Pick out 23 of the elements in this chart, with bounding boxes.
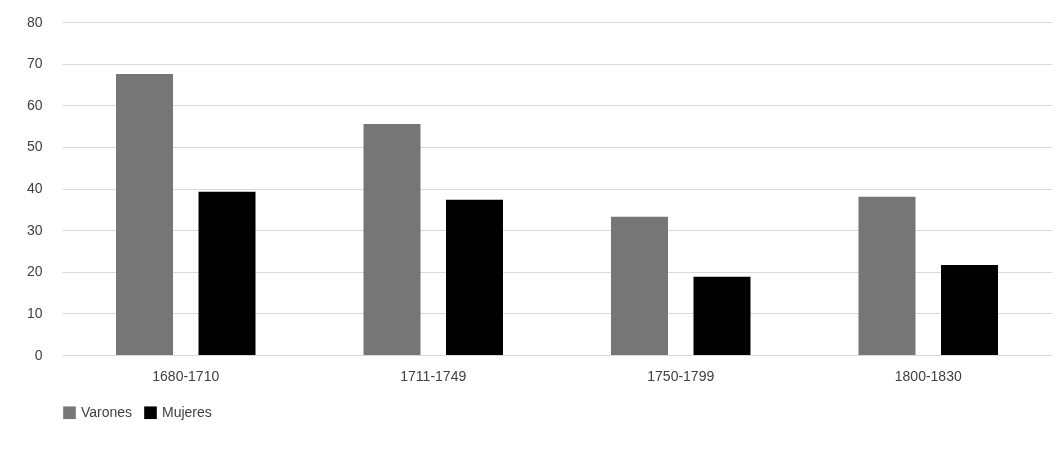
legend-label: Mujeres [162, 403, 212, 420]
y-tick-label: 40 [26, 180, 43, 196]
bar [693, 276, 751, 355]
y-tick-label: 50 [26, 138, 43, 155]
x-tick-label: 1800-1830 [894, 367, 962, 384]
bar [611, 216, 668, 355]
y-tick-label: 60 [26, 96, 43, 113]
y-tick-label: 70 [26, 55, 43, 72]
y-tick-label: 20 [26, 263, 43, 280]
bar [198, 191, 256, 355]
x-tick-label: 1711-1749 [400, 367, 467, 384]
bar [941, 265, 998, 355]
x-tick-label: 1680-1710 [152, 367, 220, 384]
bar [446, 199, 503, 355]
y-tick-label: 10 [26, 304, 43, 321]
legend-label: Varones [81, 403, 133, 420]
y-tick-label: 30 [26, 221, 43, 238]
y-tick-label: 0 [34, 346, 43, 363]
x-tick-label: 1750-1799 [647, 367, 715, 384]
bar [363, 123, 421, 355]
y-tick-label: 80 [26, 13, 43, 30]
bar [116, 74, 173, 355]
bar [858, 196, 916, 355]
